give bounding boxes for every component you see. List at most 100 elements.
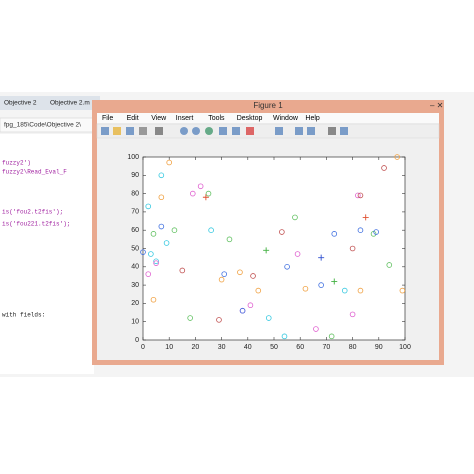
y-tick-label: 50 xyxy=(131,245,139,252)
scatter-point xyxy=(158,172,165,179)
plus-point xyxy=(318,254,325,261)
icon[interactable] xyxy=(139,127,147,135)
y-tick-label: 40 xyxy=(131,264,139,271)
y-tick-label: 100 xyxy=(127,154,139,161)
scatter-point xyxy=(349,311,356,318)
scatter-point xyxy=(153,260,159,266)
x-tick-label: 100 xyxy=(399,344,411,351)
x-tick-label: 90 xyxy=(375,344,383,351)
scatter-point xyxy=(284,263,290,270)
scatter-point xyxy=(145,271,152,277)
scatter-point xyxy=(313,326,319,332)
y-tick-label: 30 xyxy=(131,282,139,289)
scatter-point xyxy=(318,282,324,288)
scatter-point xyxy=(205,190,212,197)
icon[interactable] xyxy=(126,127,134,135)
icon[interactable] xyxy=(101,127,109,135)
scatter-point xyxy=(218,276,225,283)
scatter-point xyxy=(239,307,246,314)
icon[interactable] xyxy=(113,127,121,135)
scatter-point xyxy=(150,296,157,303)
code-line: is('fou2.t2fis'); xyxy=(2,209,63,216)
scatter-point xyxy=(399,287,406,294)
y-tick-label: 10 xyxy=(131,319,139,326)
window-controls[interactable]: – ✕ xyxy=(430,101,443,110)
menu-item[interactable]: Window xyxy=(273,115,299,122)
scatter-point xyxy=(226,236,233,243)
icon[interactable] xyxy=(180,127,188,135)
scatter-point xyxy=(294,251,301,257)
menu-bar xyxy=(97,113,439,123)
icon[interactable] xyxy=(246,127,254,135)
menu-item[interactable]: File xyxy=(102,115,113,122)
icon[interactable] xyxy=(295,127,303,135)
x-tick-label: 50 xyxy=(270,344,278,351)
x-tick-label: 80 xyxy=(349,344,357,351)
scatter-point xyxy=(237,269,243,276)
window-title: Figure 1 xyxy=(253,101,283,110)
code-line: fuzzy2') xyxy=(2,160,31,167)
icon[interactable] xyxy=(340,127,348,135)
menu-item[interactable]: Tools xyxy=(208,115,225,122)
editor-tab[interactable]: Objective 2.m xyxy=(50,100,90,107)
y-tick-label: 20 xyxy=(131,300,139,307)
menu-item[interactable]: Insert xyxy=(176,115,194,122)
plus-point xyxy=(331,278,338,285)
scatter-point xyxy=(394,154,400,160)
code-line: fuzzy2\Read_Eval_F xyxy=(2,169,67,176)
scatter-point xyxy=(208,227,214,234)
scatter-point xyxy=(349,245,356,252)
icon[interactable] xyxy=(205,127,213,135)
x-tick-label: 20 xyxy=(192,344,200,351)
toolbar-icons xyxy=(101,127,348,135)
x-tick-label: 10 xyxy=(165,344,173,351)
scatter-point xyxy=(255,287,262,294)
scatter-point xyxy=(302,285,309,292)
editor-tab[interactable]: Objective 2 xyxy=(4,100,37,107)
y-tick-label: 0 xyxy=(135,337,139,344)
scatter-point xyxy=(148,251,154,257)
y-tick-label: 60 xyxy=(131,227,139,234)
icon[interactable] xyxy=(232,127,240,135)
menu-item[interactable]: Edit xyxy=(127,115,139,122)
scatter-point xyxy=(328,333,335,340)
scatter-point xyxy=(386,262,393,268)
scatter-point xyxy=(187,315,193,321)
scatter-point xyxy=(281,333,288,340)
tab-bar xyxy=(0,96,100,110)
scatter-point xyxy=(221,271,228,277)
scatter-point xyxy=(357,227,364,234)
x-tick-label: 60 xyxy=(296,344,304,351)
icon[interactable] xyxy=(192,127,200,135)
plus-point xyxy=(362,214,369,221)
plot: 0 10 20 30 40 50 60 70 80 90 100 0 10 20 30 40 50 60 70 80 9… xyxy=(127,154,411,351)
code-area xyxy=(0,134,94,374)
icon[interactable] xyxy=(275,127,283,135)
scatter-point xyxy=(279,229,285,235)
scatter-point xyxy=(357,192,364,199)
scatter-point xyxy=(140,249,146,255)
scatter-point xyxy=(247,302,254,309)
plus-point xyxy=(202,194,209,201)
editor-path: fpg_185\Code\Objective 2\ xyxy=(4,122,81,129)
x-tick-label: 40 xyxy=(244,344,252,351)
code-line: with fields: xyxy=(2,312,45,319)
scatter-point xyxy=(341,287,348,294)
scatter-point xyxy=(163,240,170,246)
icon[interactable] xyxy=(155,127,163,135)
menu-item[interactable]: View xyxy=(151,115,167,122)
scatter-point xyxy=(216,317,222,323)
icon[interactable] xyxy=(219,127,227,135)
scatter-point xyxy=(150,231,157,237)
scatter-point xyxy=(171,227,178,234)
menu-item[interactable]: Desktop xyxy=(237,115,263,122)
scatter-point xyxy=(355,192,361,199)
menu-item[interactable]: Help xyxy=(305,115,320,122)
icon[interactable] xyxy=(307,127,315,135)
y-tick-label: 70 xyxy=(131,209,139,216)
y-tick-label: 90 xyxy=(131,172,139,179)
scatter-point xyxy=(265,315,272,321)
scatter-point xyxy=(158,223,165,230)
icon[interactable] xyxy=(328,127,336,135)
